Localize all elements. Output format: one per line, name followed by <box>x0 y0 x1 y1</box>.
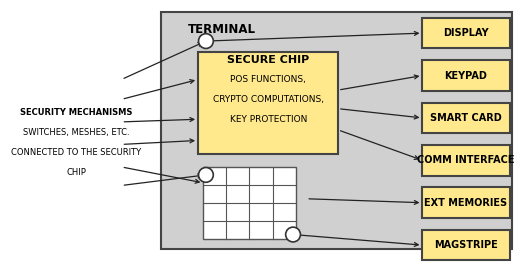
Text: CHIP: CHIP <box>67 168 87 177</box>
Bar <box>422 188 510 218</box>
Bar <box>161 12 512 249</box>
Text: MAGSTRIPE: MAGSTRIPE <box>434 240 498 250</box>
Text: EXT MEMORIES: EXT MEMORIES <box>425 198 507 208</box>
Bar <box>422 145 510 175</box>
Text: SECURE CHIP: SECURE CHIP <box>227 55 309 65</box>
Bar <box>422 18 510 48</box>
Bar <box>203 167 296 238</box>
Text: TERMINAL: TERMINAL <box>187 23 256 36</box>
Text: DISPLAY: DISPLAY <box>443 28 489 38</box>
Bar <box>422 103 510 133</box>
Text: KEYPAD: KEYPAD <box>445 70 487 81</box>
Bar <box>422 60 510 91</box>
Text: SWITCHES, MESHES, ETC.: SWITCHES, MESHES, ETC. <box>23 128 130 137</box>
Text: CONNECTED TO THE SECURITY: CONNECTED TO THE SECURITY <box>12 148 142 157</box>
Text: POS FUNCTIONS,: POS FUNCTIONS, <box>230 75 306 84</box>
Bar <box>198 52 338 154</box>
Ellipse shape <box>199 167 213 182</box>
Text: SMART CARD: SMART CARD <box>430 113 502 123</box>
Text: KEY PROTECTION: KEY PROTECTION <box>230 115 307 124</box>
Bar <box>422 230 510 260</box>
Text: COMM INTERFACE: COMM INTERFACE <box>417 155 515 165</box>
Text: CRYPTO COMPUTATIONS,: CRYPTO COMPUTATIONS, <box>213 95 324 104</box>
Text: SECURITY MECHANISMS: SECURITY MECHANISMS <box>21 108 133 117</box>
Ellipse shape <box>199 34 213 48</box>
Ellipse shape <box>286 227 300 242</box>
